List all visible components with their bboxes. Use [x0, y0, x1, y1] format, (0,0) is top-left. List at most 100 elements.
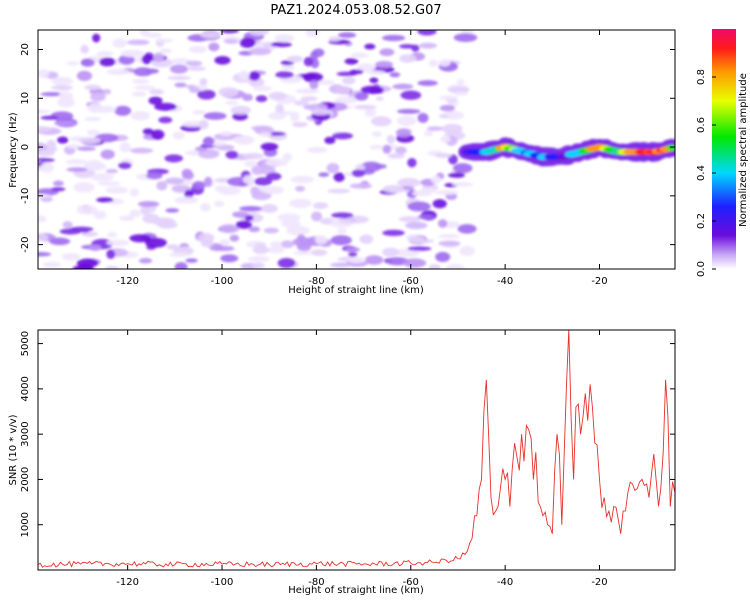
snr-frame	[37, 329, 676, 571]
heatmap-noise-cell	[188, 45, 207, 54]
heatmap-x-tick-label: -40	[497, 276, 513, 287]
heatmap-noise-cell	[248, 30, 270, 36]
snr-x-tick-label: -100	[211, 577, 234, 588]
heatmap-noise-cell	[52, 180, 64, 187]
heatmap-noise-cell	[225, 150, 239, 159]
heatmap-noise-cell	[379, 48, 395, 57]
heatmap-noise-cell	[105, 265, 120, 269]
heatmap-noise-cell	[397, 115, 417, 126]
heatmap-noise-cell	[326, 163, 340, 174]
heatmap-noise-cell	[118, 162, 132, 169]
heatmap-noise-cell	[348, 257, 367, 264]
snr-plot-area	[38, 330, 675, 570]
heatmap-noise-cell	[97, 181, 121, 186]
heatmap-noise-cell	[448, 154, 458, 165]
heatmap-noise-cell	[277, 213, 301, 222]
heatmap-noise-cell	[141, 54, 152, 65]
heatmap-noise-cell	[219, 131, 233, 137]
heatmap-noise-cell	[50, 85, 74, 91]
heatmap-noise-cell	[149, 89, 165, 95]
heatmap-noise-cell	[129, 188, 140, 197]
heatmap-frame	[37, 29, 676, 270]
heatmap-noise-cell	[239, 70, 250, 81]
colorbar-ticks: 0.0 0.2 0.4 0.6 0.8	[696, 69, 716, 277]
heatmap-noise-cell	[344, 58, 359, 65]
heatmap-noise-cell	[243, 160, 259, 168]
heatmap-noise-cell	[392, 83, 414, 90]
heatmap-noise-cell	[370, 116, 392, 127]
heatmap-noise-cell	[105, 168, 119, 174]
heatmap-noise-cell	[99, 57, 116, 67]
heatmap-noise-cell	[354, 92, 369, 101]
heatmap-noise-cell	[247, 256, 270, 263]
heatmap-noise-cell	[446, 84, 470, 94]
heatmap-noise-cell	[187, 66, 206, 71]
heatmap-noise-cell	[261, 203, 278, 213]
heatmap-noise-cell	[153, 52, 165, 63]
heatmap-noise-cell	[142, 213, 160, 224]
heatmap-y-tick-label: -20	[20, 236, 31, 252]
heatmap-noise-cell	[369, 144, 384, 150]
heatmap-noise-cell	[397, 178, 421, 188]
heatmap-noise-cell	[318, 172, 330, 177]
snr-y-ticks: 1000 2000 3000 4000 5000	[20, 331, 675, 537]
heatmap-noise-cell	[192, 181, 206, 190]
heatmap-noise-cell	[96, 50, 114, 57]
heatmap-noise-cell	[73, 182, 95, 193]
heatmap-noise-cell	[346, 215, 370, 224]
heatmap-noise-cell	[168, 252, 190, 258]
heatmap-noise-cell	[328, 36, 341, 42]
heatmap-noise-cell	[159, 48, 172, 54]
heatmap-x-ticks: -120 -100 -80 -60 -40 -20	[116, 30, 608, 287]
heatmap-noise-cell	[317, 79, 336, 85]
heatmap-noise-cell	[452, 163, 473, 174]
heatmap-noise-cell	[419, 42, 437, 49]
heatmap-noise-cell	[84, 159, 104, 171]
heatmap-noise-cell	[286, 225, 310, 236]
heatmap-x-tick-label: -20	[591, 276, 607, 287]
snr-panel: -120 -100 -80 -60 -40 -20 1000 2000 3000 4000 500…	[8, 329, 676, 596]
heatmap-noise-cell	[345, 246, 360, 253]
heatmap-noise-cell	[382, 34, 406, 42]
heatmap-noise-cell	[148, 96, 163, 105]
heatmap-noise-cell	[305, 30, 320, 38]
heatmap-noise-cell	[219, 239, 230, 246]
heatmap-noise-cell	[133, 85, 156, 90]
heatmap-noise-cell	[169, 64, 189, 74]
heatmap-noise-cell	[254, 177, 273, 186]
snr-x-tick-label: -80	[308, 577, 324, 588]
heatmap-noise-cell	[255, 95, 268, 103]
heatmap-noise-cell	[62, 221, 73, 229]
heatmap-noise-cell	[119, 215, 135, 222]
heatmap-noise-cell	[329, 262, 353, 268]
heatmap-noise-cell	[248, 71, 261, 81]
heatmap-noise-cell	[208, 42, 220, 52]
colorbar-label: Normalized spectral amplitude	[738, 73, 749, 227]
heatmap-noise-cell	[151, 129, 165, 140]
heatmap-noise-cell	[200, 31, 222, 39]
heatmap-noise-cell	[386, 134, 396, 144]
snr-y-tick-label: 2000	[20, 467, 31, 492]
heatmap-noise-cell	[366, 70, 386, 75]
heatmap-noise-cell	[204, 176, 213, 187]
heatmap-noise-cell	[327, 188, 351, 194]
heatmap-noise-cell	[57, 97, 75, 108]
heatmap-noise-cell	[412, 190, 432, 197]
heatmap-noise-cell	[417, 30, 437, 36]
heatmap-noise-cell	[242, 175, 255, 184]
heatmap-noise-cell	[158, 116, 173, 124]
heatmap-noise-cell	[437, 219, 448, 228]
heatmap-noise-cell	[438, 113, 449, 119]
heatmap-noise-cell	[364, 255, 384, 265]
heatmap-noise-cell	[248, 226, 261, 233]
heatmap-noise-cell	[214, 56, 231, 65]
heatmap-noise-cell	[198, 232, 215, 244]
colorbar-gradient	[712, 29, 736, 269]
heatmap-noise-cell	[165, 208, 180, 213]
snr-x-ticks: -120 -100 -80 -60 -40 -20	[116, 330, 608, 588]
heatmap-noise-cell	[426, 126, 444, 131]
figure-title: PAZ1.2024.053.08.52.G07	[270, 3, 441, 18]
heatmap-noise-cell	[351, 169, 366, 177]
heatmap-noise-cell	[90, 173, 114, 182]
